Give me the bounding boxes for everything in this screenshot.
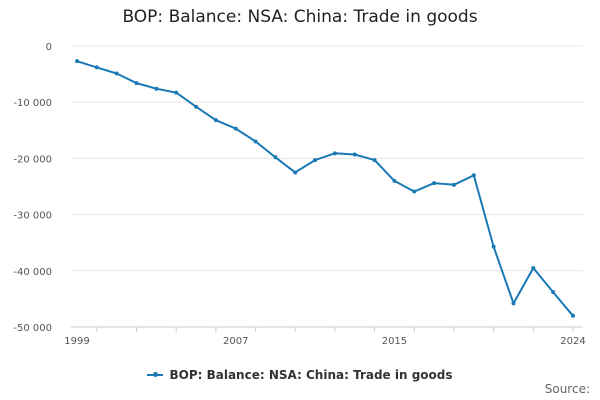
data-point[interactable] <box>114 71 119 76</box>
data-point[interactable] <box>273 155 278 160</box>
data-point[interactable] <box>253 139 258 144</box>
data-point[interactable] <box>392 178 397 183</box>
x-tick-label: 2007 <box>223 336 248 347</box>
data-point[interactable] <box>511 301 516 306</box>
data-point[interactable] <box>372 158 377 163</box>
data-point[interactable] <box>213 118 218 123</box>
x-tick-label: 2015 <box>382 336 407 347</box>
grid-lines <box>71 45 583 272</box>
data-point[interactable] <box>531 265 536 270</box>
y-tick-label: -40 000 <box>13 267 52 278</box>
data-point[interactable] <box>471 173 476 178</box>
data-point[interactable] <box>571 313 575 318</box>
x-tick-label: 1999 <box>64 336 89 347</box>
y-tick-label: 0 <box>46 42 52 53</box>
data-point[interactable] <box>134 81 139 86</box>
y-tick-label: -20 000 <box>13 154 52 165</box>
series-layer <box>75 59 575 318</box>
y-tick-label: -30 000 <box>13 211 52 222</box>
x-tick-label: 2024 <box>560 336 585 347</box>
data-point[interactable] <box>94 65 99 70</box>
x-axis-ticks: 1999 2007 2015 2024 <box>64 336 585 347</box>
legend-label: BOP: Balance: NSA: China: Trade in goods <box>169 368 453 382</box>
data-point[interactable] <box>551 290 556 295</box>
legend-swatch <box>147 372 164 377</box>
data-point[interactable] <box>293 170 298 175</box>
legend[interactable]: BOP: Balance: NSA: China: Trade in goods <box>0 365 600 382</box>
y-tick-label: -50 000 <box>13 323 52 334</box>
data-point[interactable] <box>491 244 496 249</box>
data-point[interactable] <box>174 90 179 95</box>
data-point[interactable] <box>75 59 79 64</box>
data-point[interactable] <box>233 126 238 131</box>
y-axis-ticks: 0 -10 000 -20 000 -30 000 -40 000 -50 000 <box>13 42 52 334</box>
y-tick-label: -10 000 <box>13 98 52 109</box>
data-point[interactable] <box>154 86 159 91</box>
source-credit[interactable]: Source: <box>544 382 590 396</box>
data-point[interactable] <box>194 104 199 109</box>
axes <box>71 326 583 332</box>
series-line <box>76 60 574 317</box>
data-point[interactable] <box>313 158 318 163</box>
data-point[interactable] <box>332 151 337 156</box>
data-point[interactable] <box>432 181 437 186</box>
data-point[interactable] <box>451 182 456 187</box>
chart-title: BOP: Balance: NSA: China: Trade in goods <box>122 7 478 27</box>
data-point[interactable] <box>352 152 357 157</box>
data-point[interactable] <box>412 189 417 194</box>
